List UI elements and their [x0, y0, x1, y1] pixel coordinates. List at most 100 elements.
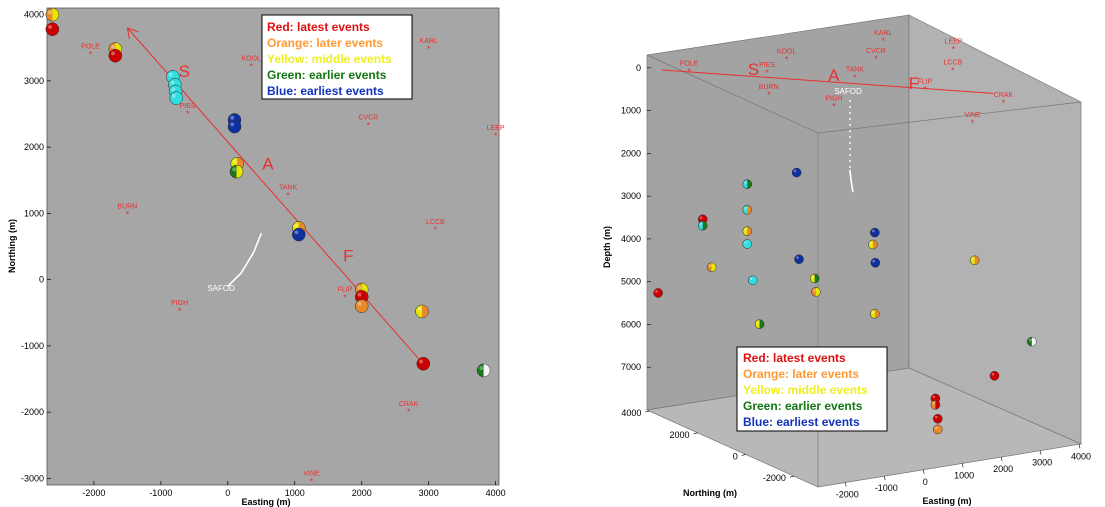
3d-event-marker: [811, 287, 821, 297]
3d-depth-tick-label: 4000: [621, 234, 641, 244]
map-y-tick-label: 0: [39, 275, 44, 285]
3d-easting-tick-label: 0: [923, 477, 928, 487]
3d-view-panel: 0 1000 2000 3000 4000 5000 6000 7000 -2000 0 2000…: [602, 14, 1091, 506]
3d-station-marker: *: [881, 36, 885, 46]
3d-legend: Red: latest events Orange: later events Ye…: [736, 346, 888, 432]
3d-depth-tick-label: 2000: [621, 148, 641, 158]
3d-station-marker: *: [832, 101, 836, 111]
3d-event-marker: [870, 309, 880, 319]
3d-station-label: FLIP: [918, 78, 933, 85]
map-station-label: TANK: [279, 184, 297, 191]
legend-entry: Orange: later events: [743, 367, 859, 381]
map-x-axis-label: Easting (m): [241, 497, 290, 507]
map-event-marker: [45, 7, 60, 22]
map-y-tick-label: 1000: [24, 208, 44, 218]
map-event-marker: [227, 119, 242, 134]
3d-station-marker: *: [687, 67, 691, 77]
3d-northing-tick-label: 0: [733, 451, 738, 461]
3d-station-marker: *: [853, 73, 857, 83]
legend-entry: Orange: later events: [267, 36, 383, 50]
3d-station-marker: *: [1002, 98, 1006, 108]
3d-station-label: LEEP: [945, 38, 963, 45]
3d-station-label: CVCR: [866, 48, 886, 55]
map-event-marker: [416, 357, 431, 371]
3d-event-marker: [754, 319, 765, 329]
map-station-marker: *: [249, 61, 253, 71]
map-x-tick-label: -2000: [82, 488, 105, 498]
3d-station-marker: *: [785, 54, 789, 64]
legend-entry: Yellow: middle events: [743, 383, 868, 397]
3d-segment-label: S: [748, 60, 759, 79]
3d-depth-tick-label: 3000: [621, 191, 641, 201]
map-station-marker: *: [427, 44, 431, 54]
map-station-label: KOOL: [242, 55, 262, 62]
3d-easting-tick-label: -1000: [875, 483, 898, 493]
3d-station-marker: *: [923, 84, 927, 94]
3d-northing-tick-label: 2000: [670, 430, 690, 440]
map-y-tick-label: -3000: [21, 473, 44, 483]
3d-station-label: KARL: [874, 30, 892, 37]
3d-event-marker: [870, 227, 880, 238]
map-station-label: LCCB: [426, 219, 445, 226]
map-x-tick-label: 2000: [352, 488, 372, 498]
3d-event-marker: [706, 262, 717, 272]
3d-event-marker: [868, 239, 878, 250]
map-station-marker: *: [343, 293, 347, 303]
map-y-tick-label: -1000: [21, 341, 44, 351]
map-events: [45, 7, 491, 378]
3d-event-marker: [989, 371, 1000, 381]
map-safod-path: SAFOD: [207, 232, 263, 293]
map-station-marker: *: [178, 306, 182, 316]
map-y-tick-label: 4000: [24, 10, 44, 20]
3d-depth-axis-label: Depth (m): [602, 226, 612, 268]
map-station-marker: *: [494, 131, 498, 141]
3d-station-label: POLE: [680, 61, 699, 68]
3d-station-marker: *: [971, 118, 975, 128]
3d-station-label: KOOL: [777, 48, 797, 55]
3d-legend-box: [736, 346, 888, 432]
3d-event-marker: [933, 414, 943, 424]
legend-entry: Green: earlier events: [743, 399, 863, 413]
3d-station-marker: *: [952, 44, 956, 54]
3d-event-marker: [748, 275, 758, 286]
3d-segment-label: A: [828, 66, 840, 85]
map-station-label: LEEP: [487, 125, 505, 132]
map-station-label: KARL: [420, 38, 438, 45]
3d-station-marker: *: [765, 68, 769, 78]
map-y-tick-label: 3000: [24, 76, 44, 86]
3d-station-label: PIES: [759, 62, 775, 69]
map-event-marker: [108, 49, 123, 63]
3d-northing-axis-label: Northing (m): [683, 488, 737, 498]
3d-stations: *KARL*LEEP*KOOL*CVCR*TANK *LCCB*POLE*PIES…: [680, 30, 1014, 128]
map-station-marker: *: [286, 190, 290, 200]
3d-station-label: PIGH: [825, 95, 842, 102]
map-station-marker: *: [89, 49, 93, 59]
3d-depth-tick-label: 0: [636, 63, 641, 73]
3d-easting-tick-label: 4000: [1071, 451, 1091, 461]
map-station-marker: *: [310, 477, 314, 487]
map-station-marker: *: [186, 109, 190, 119]
3d-event-marker: [742, 226, 752, 236]
3d-fault-line: [661, 69, 994, 94]
map-y-tick-label: -2000: [21, 407, 44, 417]
3d-station-label: BURN: [759, 84, 779, 91]
3d-depth-tick-label: 6000: [621, 319, 641, 329]
map-station-label: PIES: [180, 103, 196, 110]
3d-event-marker: [930, 400, 941, 410]
3d-event-marker: [794, 254, 804, 264]
map-safod-label: SAFOD: [207, 284, 235, 293]
3d-event-marker: [742, 205, 752, 215]
3d-station-label: CRAK: [994, 92, 1014, 99]
3d-northing-tick-label: 4000: [621, 408, 641, 418]
3d-event-marker: [933, 424, 943, 435]
map-station-label: FLIP: [338, 287, 353, 294]
map-stations: *POLE*KOOL*KARL*PIES*CVCR*LEEP*TANK*BURN…: [81, 38, 505, 487]
map-station-label: BURN: [117, 204, 137, 211]
map-event-marker: [355, 299, 369, 313]
map-x-tick-label: 1000: [285, 488, 305, 498]
3d-events: [653, 167, 1037, 435]
map-event-marker: [292, 227, 306, 242]
map-event-marker: [476, 363, 491, 378]
3d-depth-tick-label: 7000: [621, 362, 641, 372]
